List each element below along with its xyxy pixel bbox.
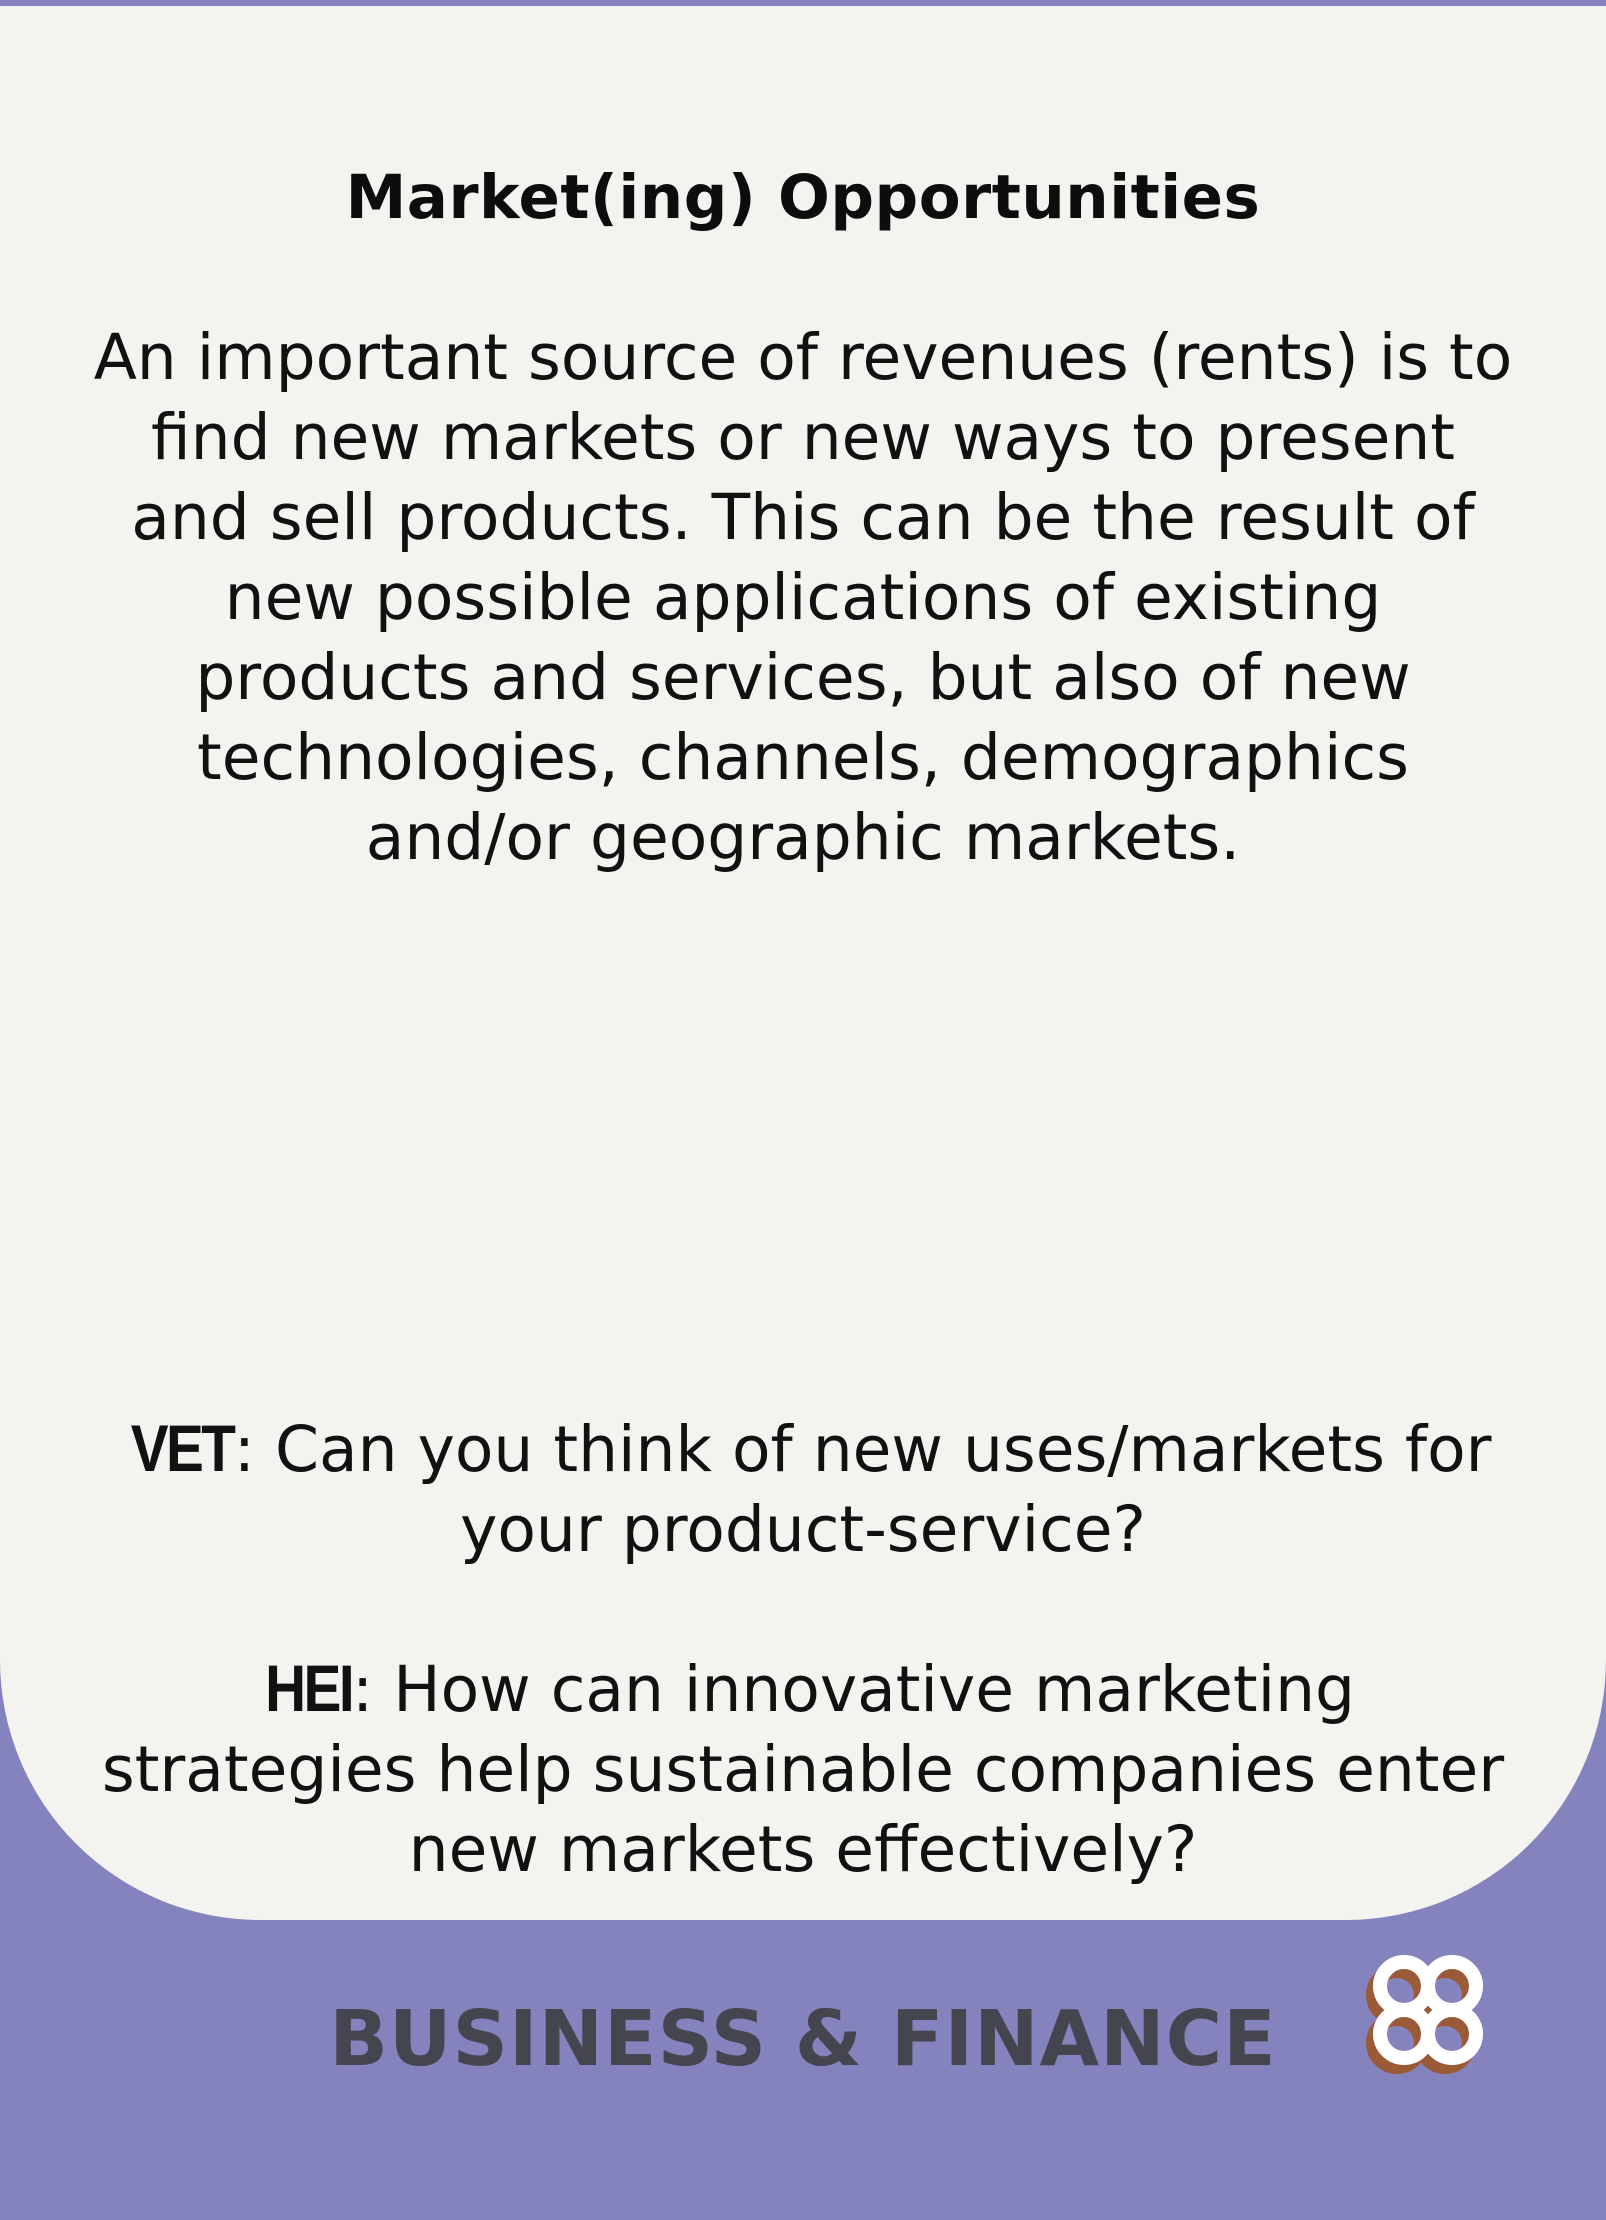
vet-question: VET: Can you think of new uses/markets f… xyxy=(90,1408,1516,1570)
content-card: Market(ing) Opportunities An important s… xyxy=(0,6,1606,1920)
hei-question: HEI: How can innovative marketing strate… xyxy=(90,1648,1516,1890)
category-label: BUSINESS & FINANCE xyxy=(329,1995,1277,2084)
card-title: Market(ing) Opportunities xyxy=(345,162,1261,233)
card-description: An important source of revenues (rents) … xyxy=(93,321,1513,874)
vet-question-text: : Can you think of new uses/markets for … xyxy=(233,1413,1492,1566)
quatrefoil-logo-icon xyxy=(1366,1955,1483,2074)
vet-tag: VET xyxy=(131,1411,236,1485)
hei-tag: HEI xyxy=(265,1651,354,1725)
hei-question-text: : How can innovative marketing strategie… xyxy=(101,1653,1505,1886)
